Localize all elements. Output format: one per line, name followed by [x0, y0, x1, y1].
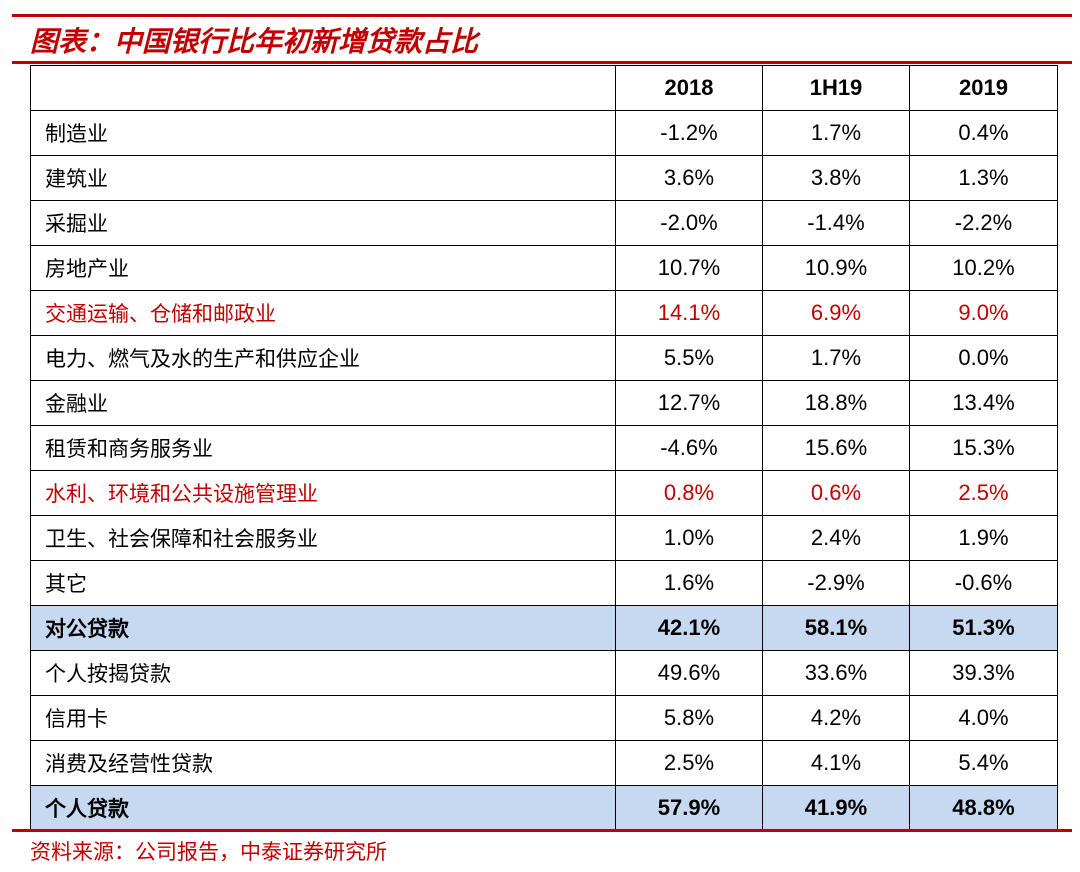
row-label: 消费及经营性贷款: [30, 740, 616, 786]
value-cell: 41.9%: [762, 785, 910, 831]
value-cell: 14.1%: [615, 290, 763, 336]
value-cell: 4.0%: [909, 695, 1058, 741]
table-row: 电力、燃气及水的生产和供应企业 5.5% 1.7% 0.0%: [30, 335, 1058, 381]
value-cell: 1.0%: [615, 515, 763, 561]
value-cell: -1.2%: [615, 110, 763, 156]
row-label: 个人按揭贷款: [30, 650, 616, 696]
value-cell: 48.8%: [909, 785, 1058, 831]
table-row: 制造业 -1.2% 1.7% 0.4%: [30, 110, 1058, 156]
header-cell: 2019: [909, 65, 1058, 111]
table-row: 信用卡 5.8% 4.2% 4.0%: [30, 695, 1058, 741]
value-cell: 15.3%: [909, 425, 1058, 471]
value-cell: 6.9%: [762, 290, 910, 336]
title: 图表：中国银行比年初新增贷款占比: [30, 25, 479, 58]
row-label: 金融业: [30, 380, 616, 426]
row-label: 采掘业: [30, 200, 616, 246]
value-cell: 1.3%: [909, 155, 1058, 201]
row-label: 水利、环境和公共设施管理业: [30, 470, 616, 516]
value-cell: -2.0%: [615, 200, 763, 246]
value-cell: 18.8%: [762, 380, 910, 426]
row-label: 信用卡: [30, 695, 616, 741]
table-row: 卫生、社会保障和社会服务业 1.0% 2.4% 1.9%: [30, 515, 1058, 561]
header-cell: [30, 65, 616, 111]
value-cell: 1.6%: [615, 560, 763, 606]
row-label: 交通运输、仓储和邮政业: [30, 290, 616, 336]
value-cell: 3.8%: [762, 155, 910, 201]
value-cell: 57.9%: [615, 785, 763, 831]
value-cell: 10.9%: [762, 245, 910, 291]
table-row: 个人按揭贷款 49.6% 33.6% 39.3%: [30, 650, 1058, 696]
value-cell: 0.0%: [909, 335, 1058, 381]
value-cell: 9.0%: [909, 290, 1058, 336]
row-label: 对公贷款: [30, 605, 616, 651]
value-cell: 13.4%: [909, 380, 1058, 426]
row-label: 房地产业: [30, 245, 616, 291]
row-label: 其它: [30, 560, 616, 606]
value-cell: -0.6%: [909, 560, 1058, 606]
header-row: 2018 1H19 2019: [30, 65, 1058, 111]
value-cell: 1.9%: [909, 515, 1058, 561]
table-row: 个人贷款 57.9% 41.9% 48.8%: [30, 785, 1058, 831]
row-label: 制造业: [30, 110, 616, 156]
value-cell: 10.7%: [615, 245, 763, 291]
value-cell: 12.7%: [615, 380, 763, 426]
table-row: 消费及经营性贷款 2.5% 4.1% 5.4%: [30, 740, 1058, 786]
table-row: 租赁和商务服务业 -4.6% 15.6% 15.3%: [30, 425, 1058, 471]
row-label: 卫生、社会保障和社会服务业: [30, 515, 616, 561]
row-label: 租赁和商务服务业: [30, 425, 616, 471]
value-cell: 58.1%: [762, 605, 910, 651]
table-row: 房地产业 10.7% 10.9% 10.2%: [30, 245, 1058, 291]
table-row: 金融业 12.7% 18.8% 13.4%: [30, 380, 1058, 426]
value-cell: 5.5%: [615, 335, 763, 381]
table-row: 建筑业 3.6% 3.8% 1.3%: [30, 155, 1058, 201]
row-label: 电力、燃气及水的生产和供应企业: [30, 335, 616, 381]
table-row: 交通运输、仓储和邮政业 14.1% 6.9% 9.0%: [30, 290, 1058, 336]
value-cell: 10.2%: [909, 245, 1058, 291]
value-cell: 49.6%: [615, 650, 763, 696]
bottom-rule: [12, 829, 1072, 832]
value-cell: 5.8%: [615, 695, 763, 741]
value-cell: -4.6%: [615, 425, 763, 471]
row-label: 个人贷款: [30, 785, 616, 831]
table-row: 水利、环境和公共设施管理业 0.8% 0.6% 2.5%: [30, 470, 1058, 516]
table-row: 其它 1.6% -2.9% -0.6%: [30, 560, 1058, 606]
value-cell: 39.3%: [909, 650, 1058, 696]
value-cell: 5.4%: [909, 740, 1058, 786]
value-cell: 4.1%: [762, 740, 910, 786]
source-note: 资料来源：公司报告，中泰证券研究所: [30, 840, 387, 864]
value-cell: 0.8%: [615, 470, 763, 516]
value-cell: 2.4%: [762, 515, 910, 561]
value-cell: 1.7%: [762, 335, 910, 381]
value-cell: -1.4%: [762, 200, 910, 246]
value-cell: 1.7%: [762, 110, 910, 156]
value-cell: 51.3%: [909, 605, 1058, 651]
value-cell: 42.1%: [615, 605, 763, 651]
value-cell: -2.9%: [762, 560, 910, 606]
header-cell: 2018: [615, 65, 763, 111]
header-cell: 1H19: [762, 65, 910, 111]
row-label: 建筑业: [30, 155, 616, 201]
value-cell: 15.6%: [762, 425, 910, 471]
value-cell: 4.2%: [762, 695, 910, 741]
title-rule: [12, 61, 1072, 64]
data-table: 2018 1H19 2019 制造业 -1.2% 1.7% 0.4% 建筑业 3.6% 3.8%…: [30, 65, 1058, 831]
table-row: 采掘业 -2.0% -1.4% -2.2%: [30, 200, 1058, 246]
value-cell: 3.6%: [615, 155, 763, 201]
value-cell: 0.6%: [762, 470, 910, 516]
value-cell: 2.5%: [615, 740, 763, 786]
value-cell: -2.2%: [909, 200, 1058, 246]
value-cell: 33.6%: [762, 650, 910, 696]
top-rule: [12, 14, 1072, 17]
value-cell: 0.4%: [909, 110, 1058, 156]
value-cell: 2.5%: [909, 470, 1058, 516]
table-row: 对公贷款 42.1% 58.1% 51.3%: [30, 605, 1058, 651]
